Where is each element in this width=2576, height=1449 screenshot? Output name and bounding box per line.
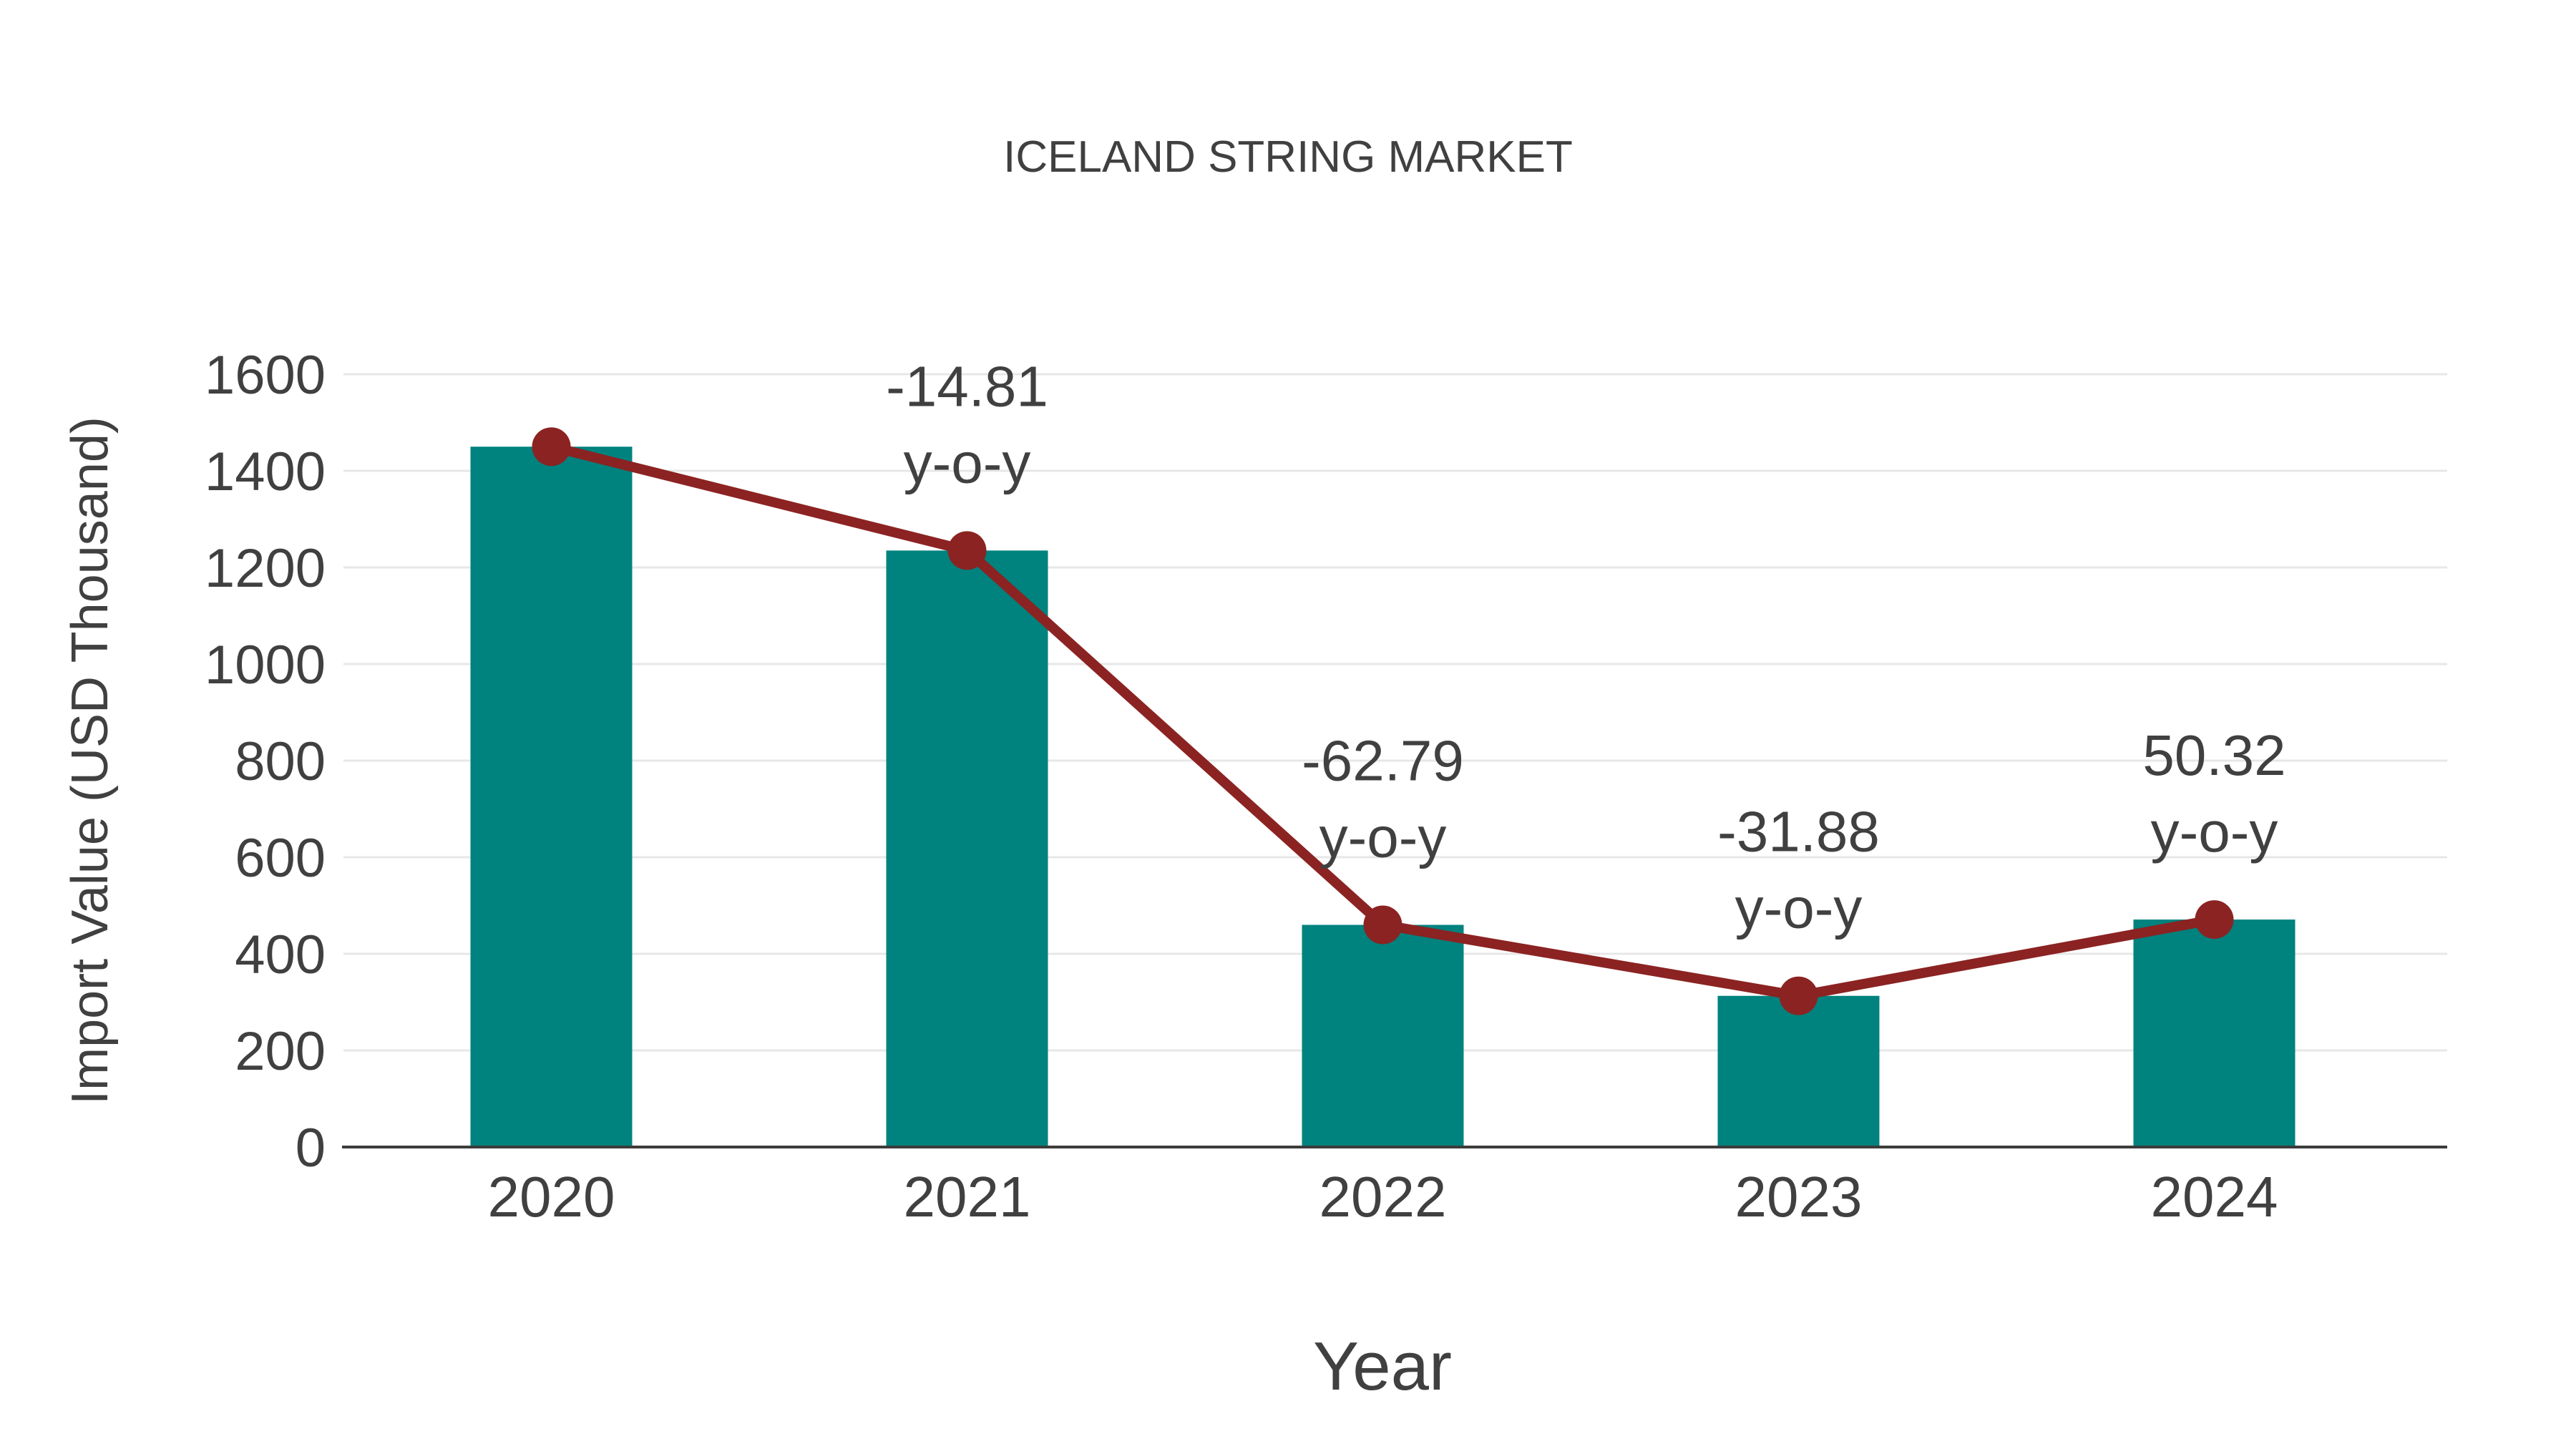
x-tick-label: 2020 xyxy=(488,1165,615,1229)
annotation-value: -62.79 xyxy=(1302,729,1464,793)
y-tick-label: 0 xyxy=(296,1118,326,1179)
annotation-value: 50.32 xyxy=(2142,723,2285,787)
x-axis-title: Year xyxy=(1313,1328,1452,1405)
y-tick-label: 600 xyxy=(235,828,326,889)
y-tick-label: 800 xyxy=(235,731,326,792)
annotation-yoy-label: y-o-y xyxy=(2151,800,2278,864)
y-tick-label: 1400 xyxy=(205,441,326,502)
trend-line-marker xyxy=(532,427,571,467)
bar xyxy=(1717,995,1880,1147)
annotations: -14.81 y-o-y -62.79 y-o-y -31.88 y-o-y 50.32 y-… xyxy=(886,354,2286,940)
x-tick-label: 2023 xyxy=(1735,1165,1863,1229)
bar xyxy=(470,447,633,1147)
annotation-value: -31.88 xyxy=(1717,800,1880,864)
bar xyxy=(1302,924,1464,1147)
y-tick-label: 400 xyxy=(235,924,326,985)
chart-title: ICELAND STRING MARKET xyxy=(1003,132,1573,182)
y-tick-label: 1000 xyxy=(205,635,326,696)
y-axis-title: Import Value (USD Thousand) xyxy=(62,416,119,1105)
y-tick-label: 1200 xyxy=(205,538,326,599)
trend-line-layer xyxy=(532,427,2234,1015)
y-tick-label: 1600 xyxy=(205,345,326,406)
trend-line-marker xyxy=(947,531,987,570)
trend-line-marker xyxy=(2195,900,2234,940)
annotation-value: -14.81 xyxy=(886,354,1048,418)
annotation-yoy-label: y-o-y xyxy=(1735,877,1863,940)
trend-line-marker xyxy=(1779,976,1818,1015)
x-tick-labels: 2020 2021 2022 2023 2024 xyxy=(488,1165,2278,1229)
annotation-yoy-label: y-o-y xyxy=(904,431,1031,494)
bar xyxy=(886,550,1048,1147)
x-tick-label: 2024 xyxy=(2151,1165,2278,1229)
y-tick-label: 200 xyxy=(235,1021,326,1082)
gridlines xyxy=(343,373,2447,1052)
annotation-yoy-label: y-o-y xyxy=(1319,806,1447,869)
trend-line-marker xyxy=(1363,905,1402,945)
bars xyxy=(470,447,2296,1147)
x-tick-label: 2022 xyxy=(1319,1165,1447,1229)
y-tick-labels: 0 200 400 600 800 1000 1200 1400 1600 xyxy=(205,345,326,1179)
bar xyxy=(2133,919,2296,1147)
x-tick-label: 2021 xyxy=(904,1165,1031,1229)
